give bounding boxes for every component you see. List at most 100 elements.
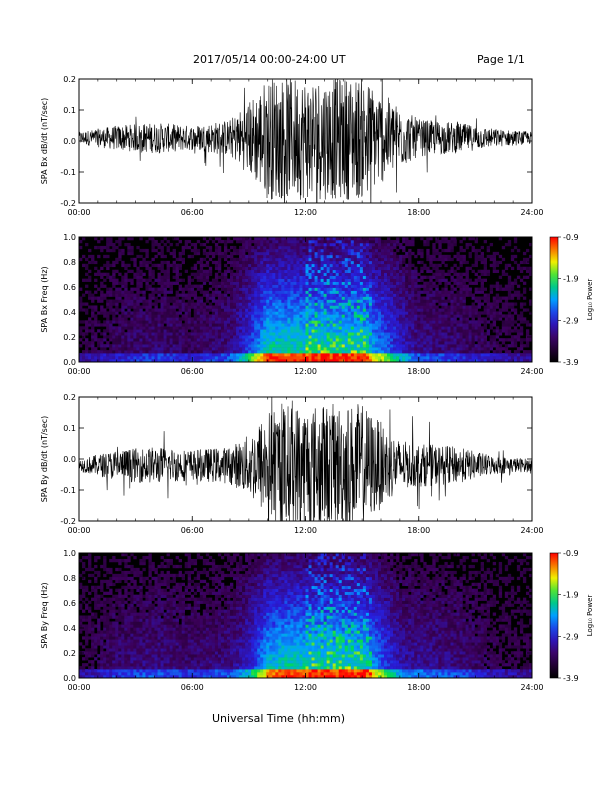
spectrogram-cell xyxy=(181,299,185,303)
spectrogram-cell xyxy=(290,245,294,250)
spectrogram-cell xyxy=(214,299,219,303)
spectrogram-cell xyxy=(257,320,261,324)
spectrogram-cell xyxy=(359,308,364,312)
spectrogram-cell xyxy=(127,359,131,363)
spectrogram-cell xyxy=(254,335,258,339)
spectrogram-cell xyxy=(217,263,222,268)
spectrogram-cell xyxy=(257,248,261,253)
spectrogram-cell xyxy=(248,314,252,318)
spectrogram-cell xyxy=(468,305,472,309)
spectrogram-cell xyxy=(190,338,195,342)
spectrogram-cell xyxy=(190,284,195,288)
spectrogram-cell xyxy=(299,245,303,250)
spectrogram-cell xyxy=(335,290,340,294)
spectrogram-cell xyxy=(465,260,469,265)
spectrogram-cell xyxy=(341,329,346,333)
spectrogram-cell xyxy=(468,281,472,285)
spectrogram-cell xyxy=(199,359,204,363)
spectrogram-cell xyxy=(193,317,198,321)
spectrogram-cell xyxy=(163,254,167,259)
spectrogram-cell xyxy=(495,341,500,345)
spectrogram-cell xyxy=(181,296,185,300)
spectrogram-cell xyxy=(302,248,306,253)
spectrogram-cell xyxy=(408,287,412,291)
spectrogram-cell xyxy=(260,332,264,336)
spectrogram-cell xyxy=(278,251,282,256)
spectrogram-cell xyxy=(233,248,237,253)
spectrogram-cell xyxy=(320,263,324,268)
spectrogram-cell xyxy=(332,308,336,312)
spectrogram-cell xyxy=(495,284,500,288)
spectrogram-cell xyxy=(365,311,370,315)
spectrogram-cell xyxy=(414,323,418,327)
spectrogram-cell xyxy=(233,317,237,321)
spectrogram-cell xyxy=(121,326,125,330)
spectrogram-cell xyxy=(335,317,340,321)
spectrogram-cell xyxy=(468,353,472,357)
spectrogram-cell xyxy=(205,317,210,321)
spectrogram-cell xyxy=(124,281,128,285)
spectrogram-cell xyxy=(127,323,131,327)
spectrogram-cell xyxy=(302,347,306,351)
spectrogram-cell xyxy=(317,284,321,288)
spectrogram-cell xyxy=(199,287,204,291)
spectrogram-cell xyxy=(356,320,361,324)
spectrogram-cell xyxy=(308,251,312,256)
y-axis-label: SPA Bx dB/dt (nT/sec) xyxy=(40,98,49,185)
spectrogram-cell xyxy=(393,332,397,336)
spectrogram-cell xyxy=(145,299,149,303)
spectrogram-cell xyxy=(299,323,303,327)
spectrogram-cell xyxy=(118,248,122,253)
spectrogram-cell xyxy=(390,326,394,330)
spectrogram-cell xyxy=(130,251,134,256)
spectrogram-cell xyxy=(106,254,110,259)
spectrogram-cell xyxy=(296,323,300,327)
spectrogram-cell xyxy=(480,269,484,274)
spectrogram-cell xyxy=(489,335,494,339)
spectrogram-cell xyxy=(272,257,276,262)
spectrogram-cell xyxy=(387,254,391,259)
spectrogram-cell xyxy=(214,338,219,342)
spectrogram-cell xyxy=(245,335,249,339)
spectrogram-cell xyxy=(305,314,309,318)
spectrogram-cell xyxy=(181,326,185,330)
spectrogram-cell xyxy=(377,242,382,247)
spectrogram-cell xyxy=(269,239,273,244)
spectrogram-cell xyxy=(269,356,273,360)
spectrogram-cell xyxy=(214,317,219,321)
spectrogram-cell xyxy=(127,245,131,250)
spectrogram-cell xyxy=(405,281,409,285)
spectrogram-cell xyxy=(459,311,463,315)
spectrogram-cell xyxy=(326,242,330,247)
spectrogram-cell xyxy=(302,281,306,285)
spectrogram-cell xyxy=(166,248,170,253)
spectrogram-cell xyxy=(456,305,460,309)
spectrogram-cell xyxy=(435,311,439,315)
spectrogram-cell xyxy=(136,356,140,360)
spectrogram-cell xyxy=(260,353,264,357)
spectrogram-cell xyxy=(163,320,167,324)
spectrogram-cell xyxy=(269,245,273,250)
spectrogram-cell xyxy=(85,359,89,363)
spectrogram-cell xyxy=(254,290,258,294)
spectrogram-cell xyxy=(350,293,355,297)
spectrogram-cell xyxy=(115,281,119,285)
spectrogram-cell xyxy=(242,311,246,315)
spectrogram-cell xyxy=(480,350,484,354)
spectrogram-cell xyxy=(468,341,472,345)
spectrogram-cell xyxy=(248,359,252,363)
spectrogram-cell xyxy=(172,350,176,354)
spectrogram-cell xyxy=(390,305,394,309)
spectrogram-cell xyxy=(266,338,270,342)
spectrogram-cell xyxy=(226,308,231,312)
spectrogram-cell xyxy=(414,359,418,363)
spectrogram-cell xyxy=(329,275,333,279)
spectrogram-cell xyxy=(148,317,152,321)
spectrogram-cell xyxy=(290,317,294,321)
spectrogram-cell xyxy=(314,326,318,330)
spectrogram-cell xyxy=(302,284,306,288)
spectrogram-cell xyxy=(184,335,189,339)
spectrogram-cell xyxy=(130,344,134,348)
spectrogram-cell xyxy=(338,257,343,262)
spectrogram-cell xyxy=(281,359,285,363)
